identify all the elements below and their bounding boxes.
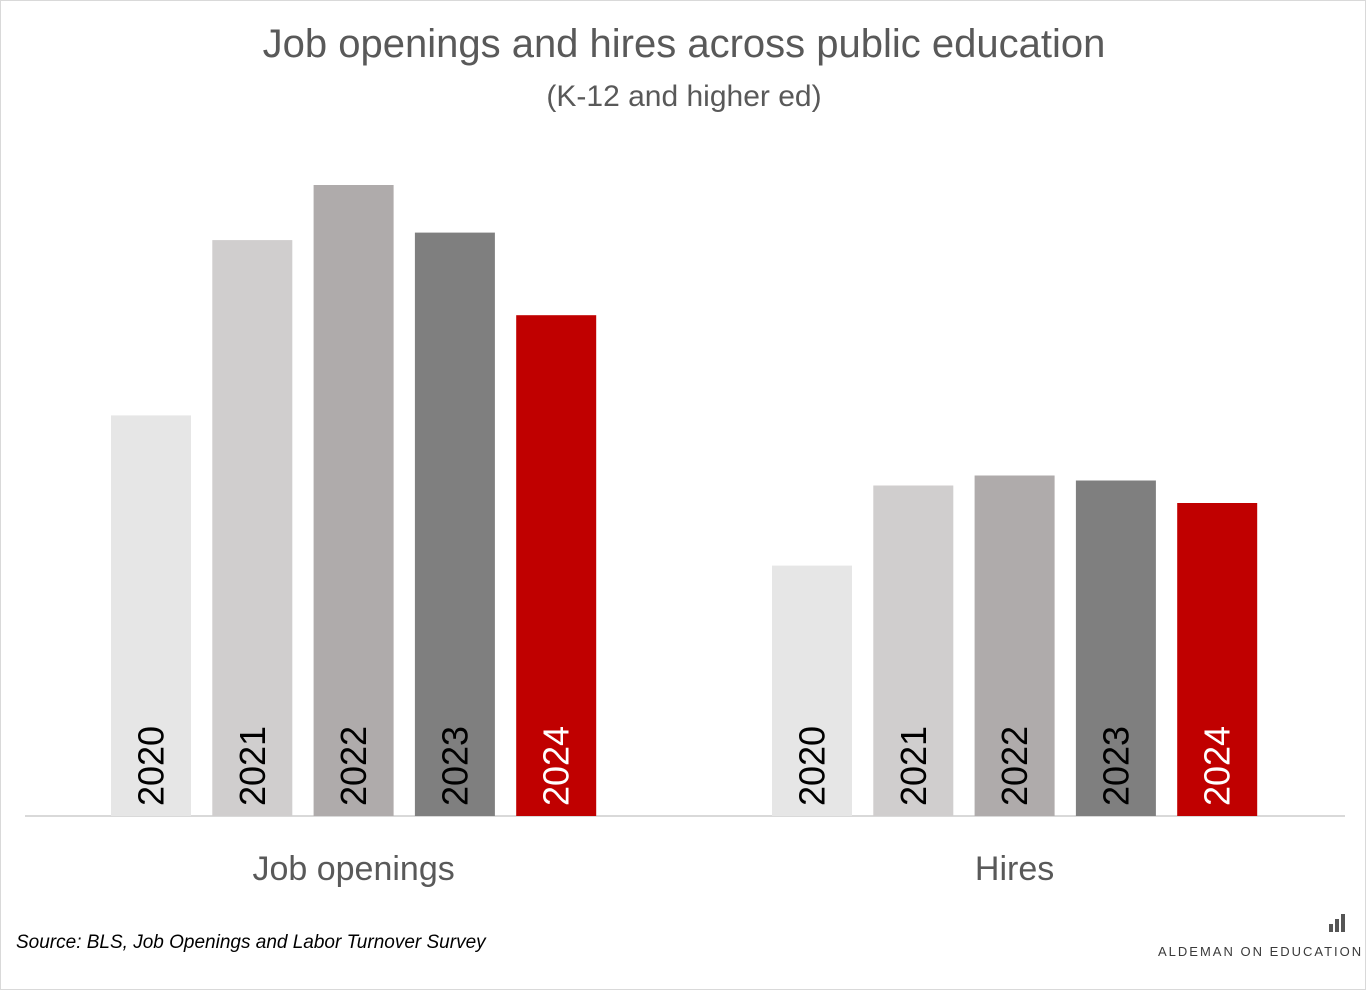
bar-job-openings-2021: [212, 240, 293, 817]
bar-job-openings-2023: [414, 232, 495, 817]
bar-label-2023: 2023: [434, 726, 475, 806]
bar-hires-2020: [772, 565, 852, 816]
bar-label-2022: 2022: [333, 726, 374, 806]
brand: ALDEMAN ON EDUCATION: [1158, 912, 1364, 959]
category-label: Hires: [975, 850, 1054, 888]
bar-job-openings-2024: [516, 315, 597, 816]
bar-label-2021: 2021: [893, 726, 934, 806]
chart-subtitle: (K-12 and higher ed): [546, 80, 822, 113]
bar-label-2020: 2020: [792, 726, 833, 806]
bar-hires-2021: [873, 485, 954, 816]
bar-label-2021: 2021: [232, 726, 273, 806]
source-note: Source: BLS, Job Openings and Labor Turn…: [16, 932, 486, 953]
bar-label-2024: 2024: [1197, 726, 1238, 806]
bar-job-openings-2020: [111, 415, 191, 816]
bar-label-2020: 2020: [131, 726, 172, 806]
bar-label-2022: 2022: [994, 726, 1035, 806]
bar-label-2024: 2024: [536, 726, 577, 806]
bar-label-2023: 2023: [1095, 726, 1136, 806]
brand-name: ALDEMAN ON EDUCATION: [1158, 944, 1364, 959]
bar-chart-icon: [1329, 914, 1345, 932]
chart-title: Job openings and hires across public edu…: [262, 22, 1106, 66]
bar-job-openings-2022: [313, 185, 394, 816]
bar-hires-2022: [974, 475, 1055, 816]
category-label: Job openings: [252, 850, 454, 888]
bar-hires-2023: [1075, 480, 1156, 816]
bar-hires-2024: [1177, 503, 1258, 816]
